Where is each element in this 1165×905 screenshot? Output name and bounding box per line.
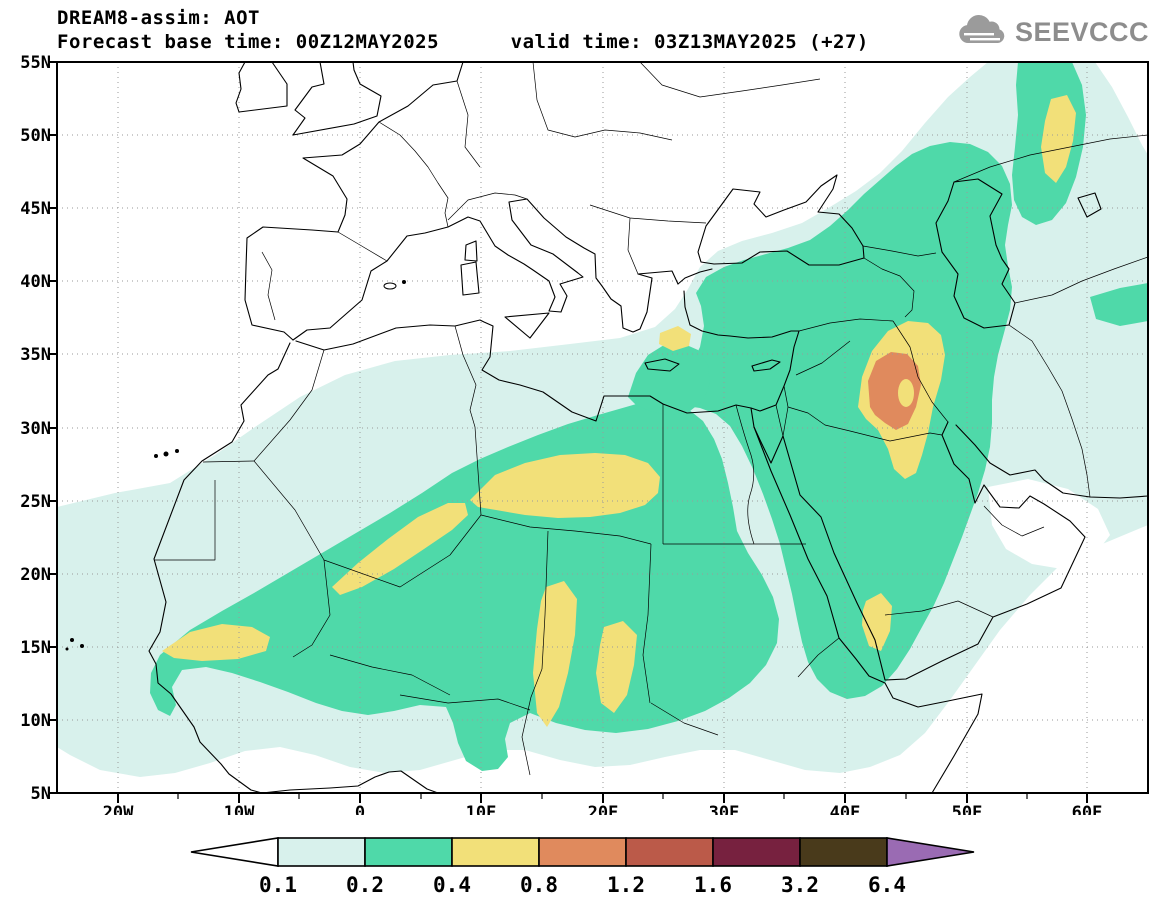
colorbar-label: 0.1 <box>259 873 297 897</box>
colorbar-arrow-above <box>885 837 974 867</box>
y-tick-label: 45N <box>20 199 51 219</box>
coast-black-sea <box>697 174 865 266</box>
seevccc-logo: SEEVCCC <box>956 14 1149 50</box>
y-tick-label: 40N <box>20 272 51 292</box>
aot-region-0.2-ne-iran <box>1090 283 1148 326</box>
y-tick-label: 50N <box>20 126 51 146</box>
aot-colorbar: 0.1 0.2 0.4 0.8 1.2 1.6 3.2 6.4 <box>190 837 974 897</box>
colorbar-segment-0.8-1.2 <box>537 837 627 867</box>
colorbar-label: 0.8 <box>520 873 558 897</box>
coastlines <box>65 61 1149 794</box>
y-tick-label: 20N <box>20 565 51 585</box>
colorbar-arrow-below <box>190 837 279 867</box>
y-tick-label: 25N <box>20 492 51 512</box>
island-corsica <box>464 240 478 262</box>
aot-region-0.4-algeria-band <box>332 503 468 595</box>
coast-red-sea-west-horn <box>753 426 983 794</box>
colorbar-segment-0.1-0.2 <box>276 837 366 867</box>
colorbar-label: 3.2 <box>781 873 819 897</box>
coast-caspian-sea <box>935 178 1016 329</box>
y-tick-label: 55N <box>20 55 51 73</box>
aot-map: 20W 10W 0 10E 20E 30E 40E 50E 60E 5N 10N… <box>20 55 1149 815</box>
colorbar-segment-1.2-1.6 <box>624 837 714 867</box>
aot-region-0.2-aegean <box>628 343 710 415</box>
colorbar-label: 1.2 <box>607 873 645 897</box>
x-tick-label: 0 <box>355 803 365 815</box>
island-crete <box>644 358 680 372</box>
coast-sinai <box>750 407 784 464</box>
island-sicily <box>504 312 550 339</box>
aot-region-0.4-libya-egypt <box>470 453 660 518</box>
figure-titles: DREAM8-assim: AOT Forecast base time: 00… <box>57 6 869 54</box>
aot-region-0.4-chad <box>533 581 577 727</box>
aot-region-0.4-sw-saudi <box>862 593 892 651</box>
small-islands <box>65 280 406 651</box>
x-tick-label: 10E <box>466 803 497 815</box>
x-tick-label: 50E <box>952 803 983 815</box>
x-tick-label: 20E <box>588 803 619 815</box>
colorbar-label: 0.4 <box>433 873 471 897</box>
y-tick-label: 35N <box>20 345 51 365</box>
coast-uk <box>292 61 382 136</box>
aot-region-0.4-senegal-mali <box>162 624 270 661</box>
colorbar-segment-0.4-0.8 <box>450 837 540 867</box>
title-line2: Forecast base time: 00Z12MAY2025 valid t… <box>57 31 869 53</box>
colorbar-label: 1.6 <box>694 873 732 897</box>
coast-arabia <box>782 421 1086 681</box>
cloud-icon <box>959 15 1005 43</box>
y-tick-label: 10N <box>20 711 51 731</box>
coast-ireland <box>235 61 288 113</box>
island-cyprus <box>751 359 781 372</box>
colorbar-label: 0.2 <box>346 873 384 897</box>
y-tick-label: 30N <box>20 419 51 439</box>
grid-lines <box>57 62 1148 793</box>
coast-med-north <box>292 198 679 341</box>
y-tick-label: 15N <box>20 638 51 658</box>
colorbar-label: 6.4 <box>868 873 906 897</box>
coast-iberia-france <box>244 61 464 341</box>
x-tick-label: 30E <box>709 803 740 815</box>
x-tick-label: 20W <box>103 803 134 815</box>
country-borders <box>154 61 1149 776</box>
axis-ticks <box>49 61 1088 803</box>
colorbar-segment-3.2-6.4 <box>798 837 888 867</box>
x-tick-label: 10W <box>224 803 255 815</box>
coast-west-africa <box>148 342 439 794</box>
aot-region-0.4-aegean-spot <box>659 326 691 351</box>
aot-region-0.8-iraq-core <box>868 352 921 430</box>
title-line1: DREAM8-assim: AOT <box>57 7 260 29</box>
coast-turkey-levant-north-africa <box>295 268 800 422</box>
x-tick-label: 60E <box>1072 803 1103 815</box>
coast-iran-south <box>955 424 1149 499</box>
logo-text: SEEVCCC <box>1014 16 1149 47</box>
island-sardinia <box>460 261 480 296</box>
axis-labels: 20W 10W 0 10E 20E 30E 40E 50E 60E 5N 10N… <box>20 55 1102 815</box>
aot-region-0.8-inner-yellow <box>898 379 914 407</box>
coast-aral <box>1077 192 1102 218</box>
aot-region-0.4-sudan-west <box>596 621 637 713</box>
colorbar-segment-0.2-0.4 <box>363 837 453 867</box>
nile-river <box>735 404 755 545</box>
y-tick-label: 5N <box>31 784 51 804</box>
colorbar-segment-1.6-3.2 <box>711 837 801 867</box>
aot-hole-oman-white <box>988 479 1110 569</box>
x-tick-label: 40E <box>830 803 861 815</box>
aot-region-0.4-kazakh-streak <box>1041 95 1076 183</box>
